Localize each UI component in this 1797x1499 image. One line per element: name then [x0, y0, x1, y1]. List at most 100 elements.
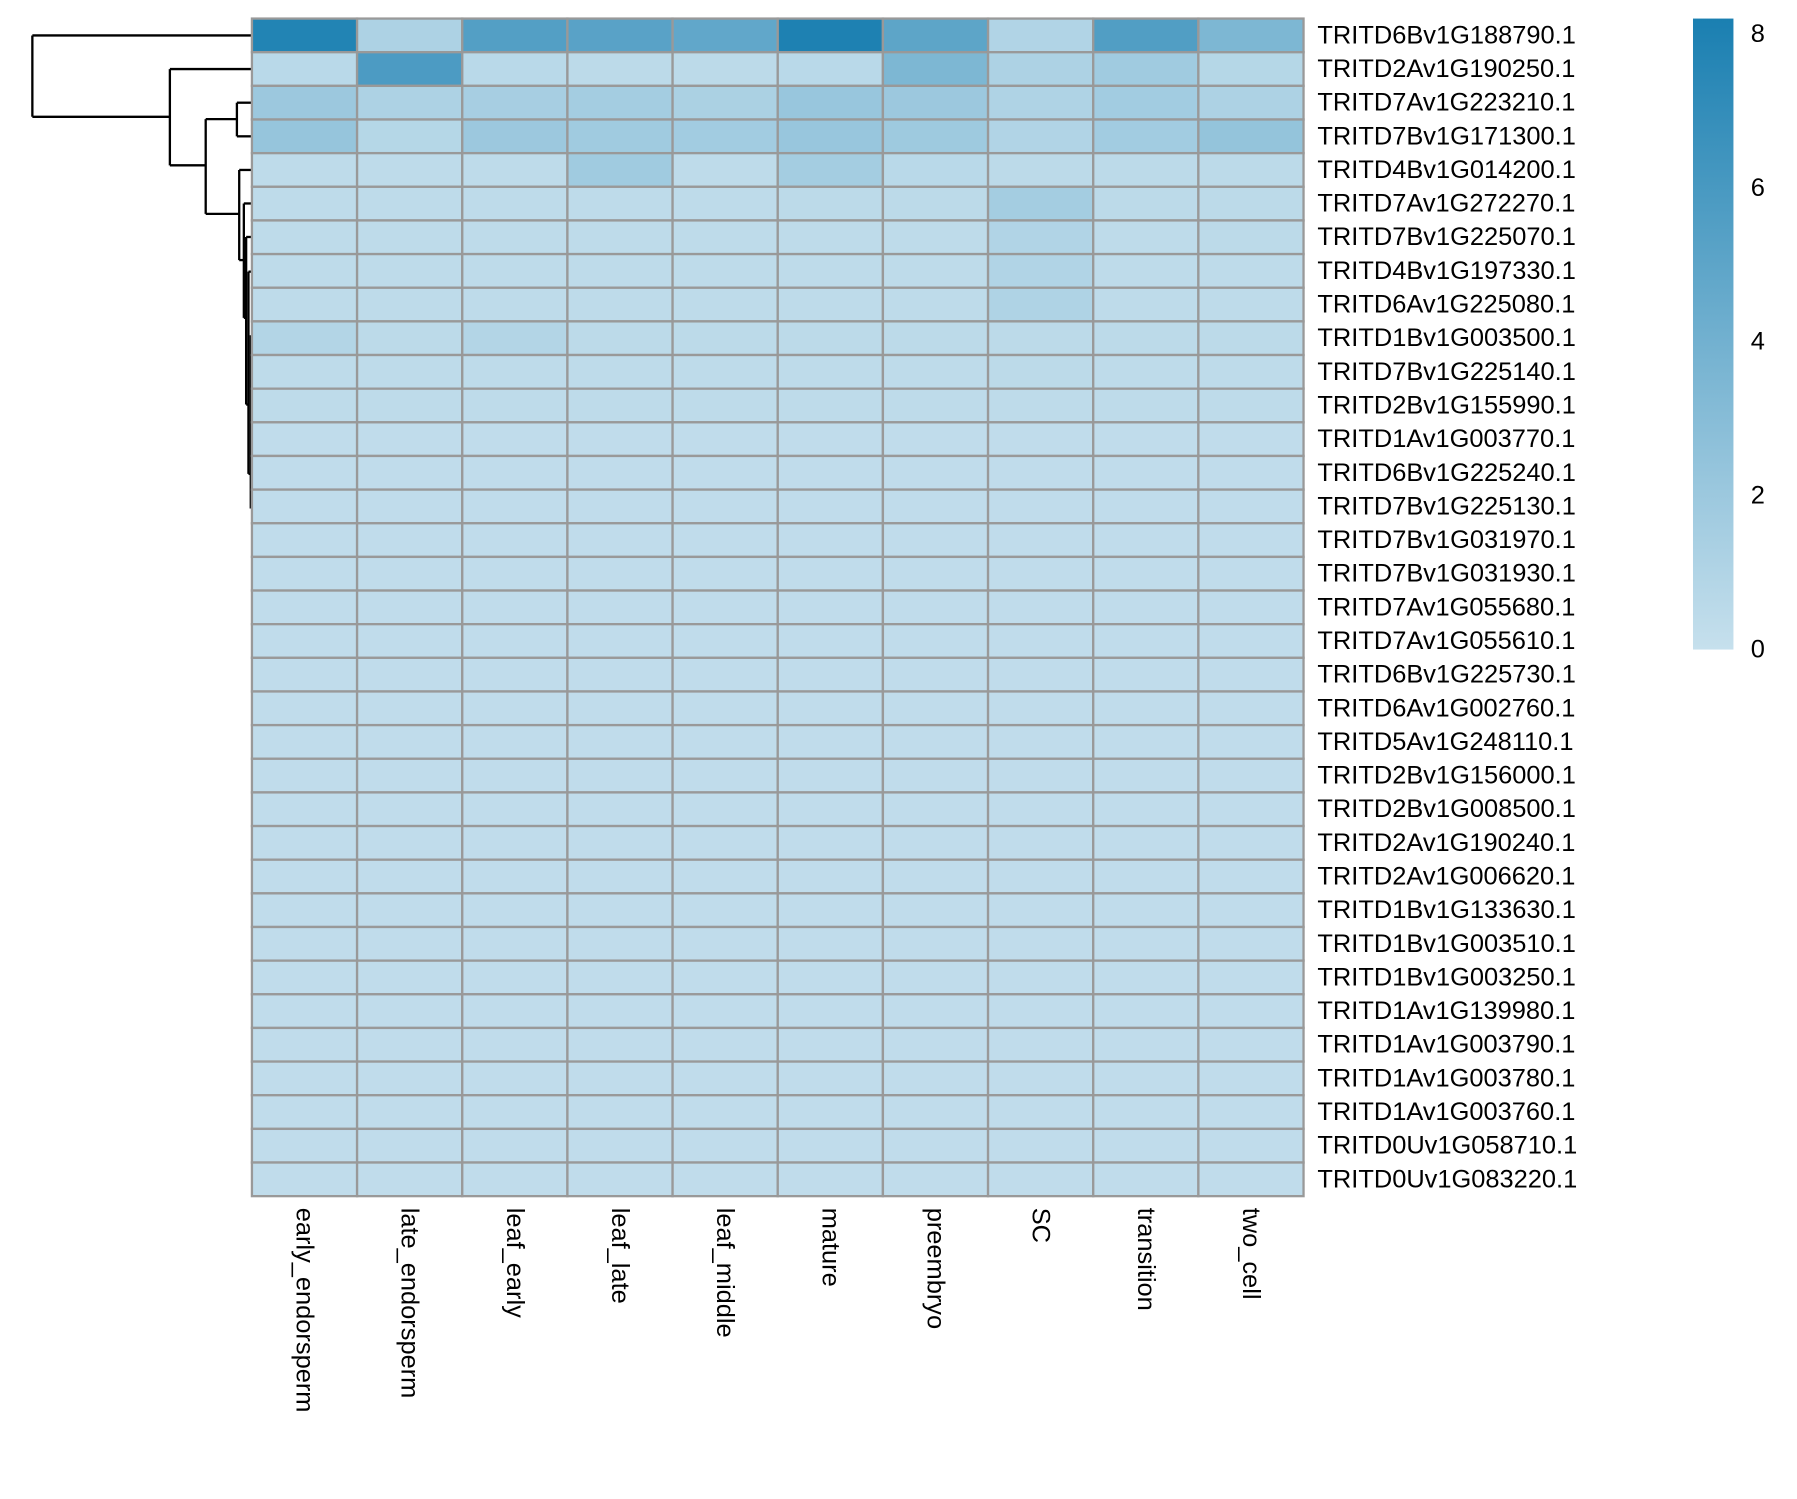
heatmap-cell [881, 723, 990, 760]
row-label: TRITD1Av1G003770.1 [1317, 425, 1575, 453]
heatmap-cell [986, 791, 1095, 828]
heatmap-cell [355, 690, 464, 727]
column-label: mature [816, 1208, 844, 1287]
heatmap-cell [671, 353, 779, 390]
heatmap-cell [250, 118, 359, 155]
heatmap-cell [776, 892, 885, 929]
heatmap-cell [566, 252, 674, 289]
heatmap-cell [461, 454, 569, 491]
row-label: TRITD7Av1G223210.1 [1317, 89, 1575, 117]
heatmap-cell [355, 522, 464, 559]
heatmap-cell [355, 286, 464, 323]
heatmap-cell [1092, 488, 1200, 525]
heatmap-cell [1092, 219, 1200, 256]
heatmap-cell [355, 1060, 464, 1097]
column-label: leaf_early [501, 1208, 529, 1318]
column-label: two_cell [1237, 1208, 1265, 1300]
heatmap-cell [566, 151, 674, 188]
row-label: TRITD7Bv1G031970.1 [1317, 526, 1575, 554]
heatmap-cell [355, 252, 464, 289]
heatmap-cell [1092, 286, 1200, 323]
heatmap-cell [461, 1060, 569, 1097]
heatmap-cell [355, 387, 464, 424]
heatmap-cell [1197, 959, 1305, 996]
heatmap-cell [776, 421, 885, 458]
colorbar-tick-label: 4 [1751, 328, 1765, 356]
row-label: TRITD6Av1G225080.1 [1317, 291, 1575, 319]
heatmap-cell [881, 959, 990, 996]
heatmap-cell [566, 656, 674, 693]
heatmap-cell [1092, 118, 1200, 155]
heatmap-cell [986, 1094, 1095, 1131]
heatmap-cell [250, 454, 359, 491]
heatmap-cell [1092, 522, 1200, 559]
heatmap-cell [1197, 219, 1305, 256]
heatmap-cell [671, 858, 779, 895]
heatmap-cell [1092, 151, 1200, 188]
heatmap-cell [461, 824, 569, 861]
heatmap-cell [250, 286, 359, 323]
heatmap-cell [671, 488, 779, 525]
heatmap-cell [986, 690, 1095, 727]
heatmap-cell [566, 993, 674, 1030]
heatmap-cell [250, 723, 359, 760]
heatmap-cell [1092, 51, 1200, 88]
heatmap-cell [566, 791, 674, 828]
heatmap-cell [776, 387, 885, 424]
heatmap-cell [776, 320, 885, 357]
heatmap-cell [986, 219, 1095, 256]
heatmap-cell [566, 623, 674, 659]
heatmap-cell [986, 252, 1095, 289]
heatmap-cell [355, 589, 464, 626]
heatmap-cell [776, 185, 885, 222]
heatmap-cell [986, 454, 1095, 491]
heatmap-cell [1197, 555, 1305, 592]
row-label: TRITD1Bv1G133630.1 [1317, 896, 1575, 924]
heatmap-cell [776, 925, 885, 962]
heatmap-cell [986, 1127, 1095, 1164]
heatmap-cell [566, 84, 674, 121]
heatmap-cell [1092, 353, 1200, 390]
heatmap-cell [881, 623, 990, 659]
heatmap-cell [881, 252, 990, 289]
heatmap-cell [881, 151, 990, 188]
heatmap-cell [355, 791, 464, 828]
heatmap-cell [1197, 353, 1305, 390]
heatmap-cell [1092, 791, 1200, 828]
heatmap-cell [776, 1026, 885, 1063]
heatmap-cell [461, 858, 569, 895]
colorbar-tick-label: 6 [1751, 174, 1765, 202]
heatmap-cell [1197, 589, 1305, 626]
heatmap-cell [881, 757, 990, 794]
heatmap-cell [250, 51, 359, 88]
heatmap-cell [881, 1094, 990, 1131]
heatmap-cell [355, 623, 464, 659]
heatmap-cell [671, 959, 779, 996]
heatmap-cell [776, 757, 885, 794]
heatmap-cell [881, 1026, 990, 1063]
heatmap-cell [776, 252, 885, 289]
heatmap-cell [986, 757, 1095, 794]
heatmap-cell [1092, 1094, 1200, 1131]
heatmap-cell [1197, 791, 1305, 828]
heatmap-cell [671, 690, 779, 727]
heatmap-cell [250, 959, 359, 996]
heatmap-cell [461, 555, 569, 592]
heatmap-cell [1092, 1161, 1200, 1198]
heatmap-cell [776, 656, 885, 693]
heatmap-cell [776, 1094, 885, 1131]
heatmap-cell [671, 623, 779, 659]
heatmap-cell [986, 1060, 1095, 1097]
heatmap-cell [881, 387, 990, 424]
heatmap-cell [776, 1161, 885, 1198]
heatmap-cell [250, 656, 359, 693]
row-label: TRITD6Av1G002760.1 [1317, 694, 1575, 722]
heatmap-cell [671, 589, 779, 626]
heatmap-cell [250, 690, 359, 727]
row-label: TRITD1Av1G139980.1 [1317, 997, 1575, 1025]
heatmap-cell [881, 690, 990, 727]
row-label: TRITD4Bv1G197330.1 [1317, 257, 1575, 285]
heatmap-cell [986, 723, 1095, 760]
heatmap-cell [250, 892, 359, 929]
heatmap-cell [881, 488, 990, 525]
